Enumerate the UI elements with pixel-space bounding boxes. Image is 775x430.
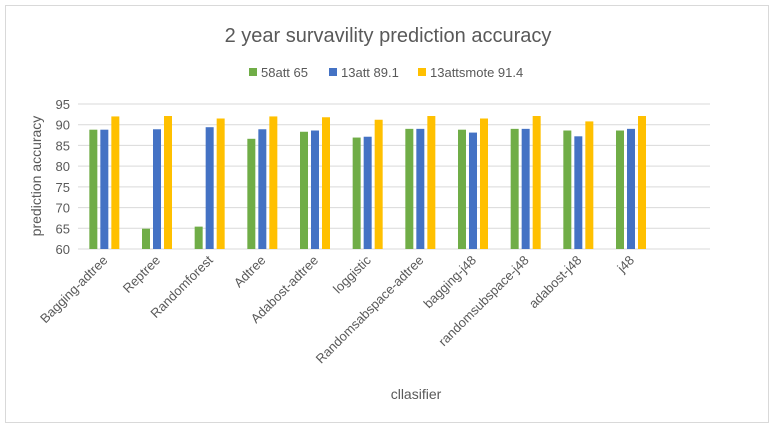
bar	[322, 117, 330, 249]
y-tick-label: 65	[56, 221, 70, 236]
legend-label: 58att 65	[261, 65, 308, 80]
y-tick-label: 85	[56, 138, 70, 153]
y-axis-ticks: 60 65 70 75 80 85 90 95	[56, 97, 70, 257]
bar	[352, 137, 361, 249]
bar	[194, 226, 203, 249]
bar	[247, 138, 256, 249]
legend: 58att 65 13att 89.1 13attsmote 91.4	[249, 65, 523, 80]
bar	[100, 129, 109, 249]
bar	[427, 116, 436, 249]
bar	[269, 116, 278, 249]
y-tick-label: 80	[56, 159, 70, 174]
bar	[616, 130, 624, 249]
bar	[111, 116, 120, 249]
x-tick-label: adabost-j48	[526, 253, 585, 312]
y-tick-label: 70	[56, 201, 70, 216]
legend-label: 13attsmote 91.4	[430, 65, 523, 80]
bar	[363, 136, 372, 249]
bar	[300, 131, 308, 249]
bar	[510, 128, 519, 249]
gridlines	[78, 103, 710, 250]
x-axis-label: cllasifier	[391, 386, 442, 402]
bar	[532, 116, 541, 249]
x-tick-label: Randomsabspace-adtree	[313, 253, 427, 367]
bar	[374, 119, 383, 249]
x-tick-label: loggistic	[330, 252, 374, 296]
y-tick-label: 60	[56, 242, 70, 257]
chart-title: 2 year survavility prediction accuracy	[225, 25, 552, 47]
y-tick-label: 75	[56, 180, 70, 195]
bar	[216, 118, 225, 249]
y-axis-label: prediction accuracy	[28, 116, 44, 237]
legend-swatch	[249, 68, 257, 76]
bar	[480, 118, 488, 249]
x-tick-label: Reptree	[120, 253, 163, 296]
bar	[205, 127, 214, 249]
bar	[638, 116, 646, 249]
x-tick-label: Adtree	[231, 253, 269, 291]
x-tick-label: Bagging-adtree	[37, 253, 110, 326]
bar	[469, 132, 477, 249]
bar	[258, 129, 267, 249]
legend-swatch	[418, 68, 426, 76]
bar	[574, 136, 583, 249]
bar	[416, 128, 425, 249]
bar	[458, 129, 466, 249]
bars	[89, 116, 646, 249]
legend-swatch	[329, 68, 337, 76]
y-tick-label: 90	[56, 118, 70, 133]
legend-label: 13att 89.1	[341, 65, 399, 80]
bar	[627, 128, 635, 249]
bar	[89, 129, 98, 249]
bar	[164, 116, 172, 249]
bar	[311, 130, 319, 249]
bar	[142, 228, 150, 249]
bar	[563, 130, 572, 249]
bar	[521, 128, 530, 249]
x-tick-label: randomsubspace-j48	[435, 253, 531, 349]
x-tick-label: j48	[614, 253, 638, 277]
y-tick-label: 95	[56, 97, 70, 112]
bar	[153, 129, 161, 249]
bar	[405, 128, 414, 249]
bar	[585, 121, 594, 249]
